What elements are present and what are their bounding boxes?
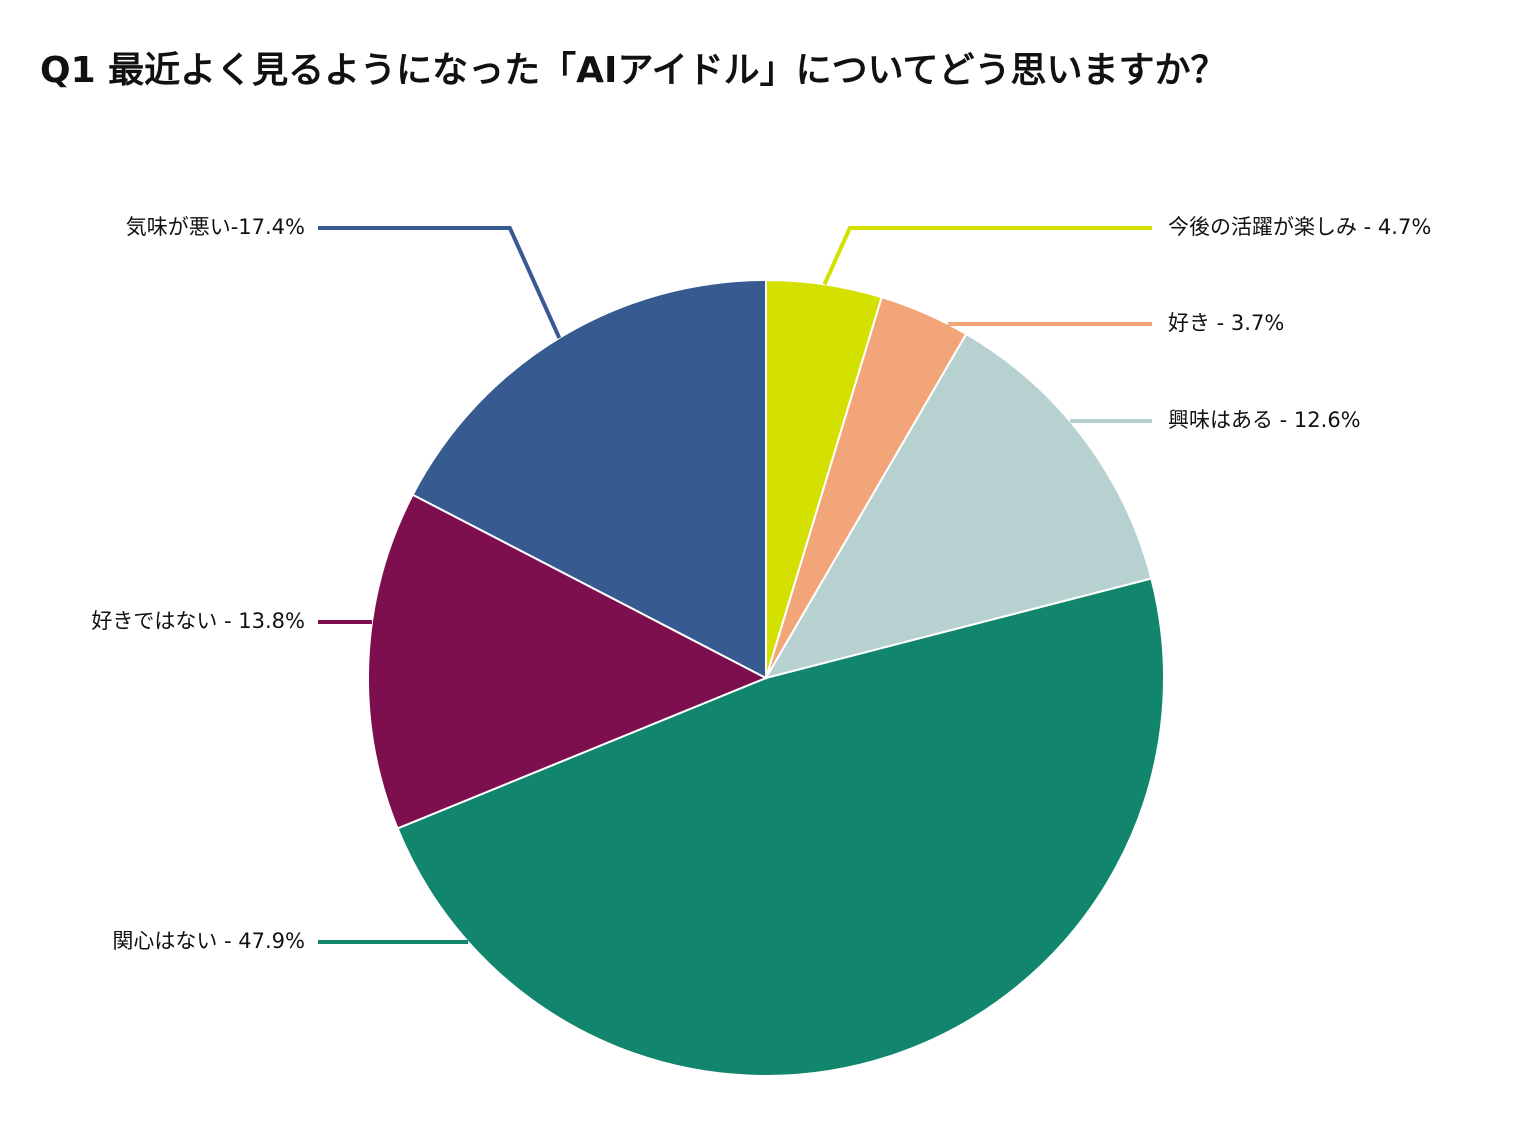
leader-line [318, 226, 562, 339]
leader-line [822, 226, 1152, 286]
slice-label: 今後の活躍が楽しみ - 4.7% [1168, 215, 1431, 239]
chart-title: Q1 最近よく見るようになった「AIアイドル」についてどう思いますか？ [40, 50, 1227, 91]
pie-slice [763, 332, 1153, 680]
pie-slice [396, 577, 1166, 1077]
slice-label: 好き - 3.7% [1168, 311, 1284, 335]
slice-label: 好きではない - 13.8% [91, 609, 305, 633]
pie-slice [367, 493, 769, 830]
slice-label: 興味はある - 12.6% [1168, 408, 1361, 432]
slice-label: 関心はない - 47.9% [112, 929, 305, 953]
slice-label: 気味が悪い-17.4% [126, 215, 305, 239]
pie-slice [411, 278, 767, 680]
